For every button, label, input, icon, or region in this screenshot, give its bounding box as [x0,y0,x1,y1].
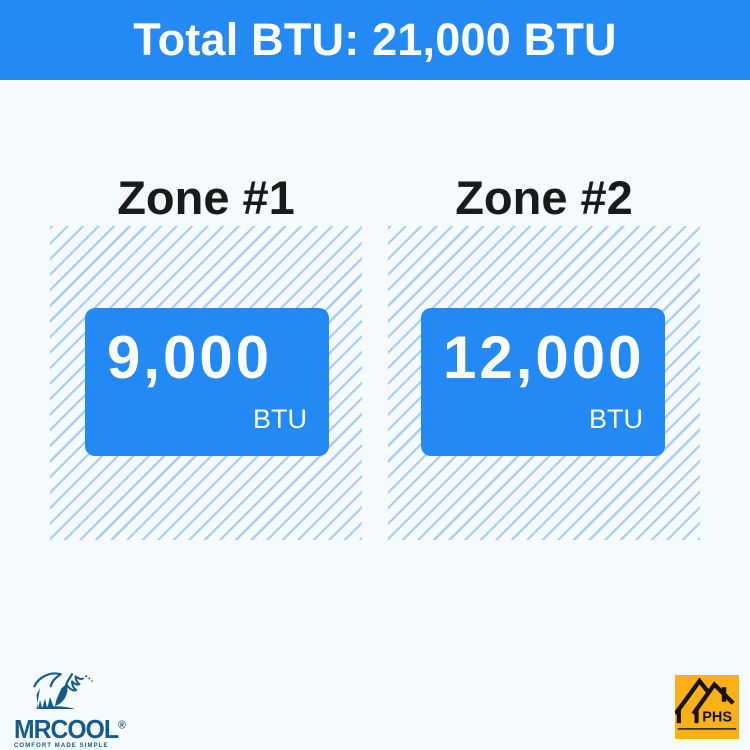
svg-text:PHS: PHS [702,710,732,726]
